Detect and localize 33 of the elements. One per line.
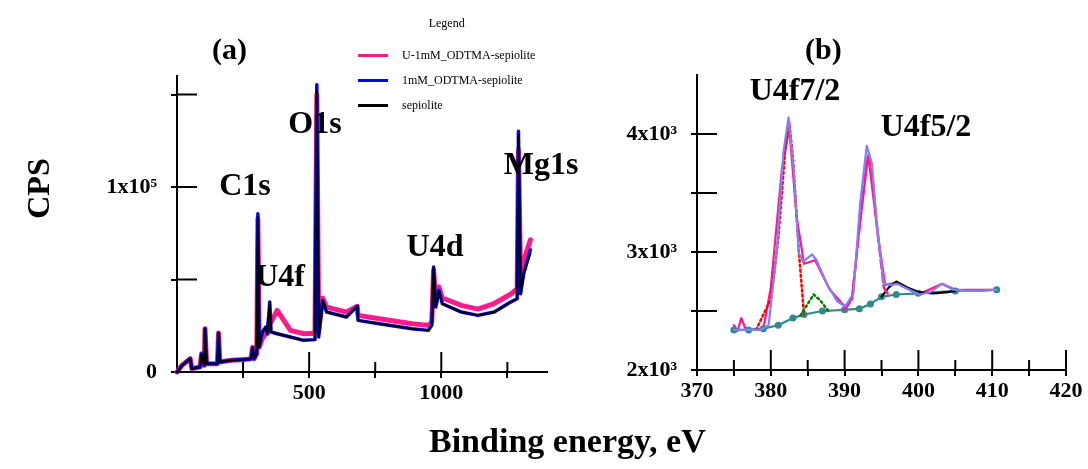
x-tick-label: 500 [292,378,326,404]
chart-title: (b) [805,32,842,66]
chart-title: (a) [212,32,247,66]
x-tick-label: 420 [1049,376,1083,402]
x-tick-label: 390 [828,376,862,402]
point [818,307,826,315]
annotation: U4f7/2 [749,71,841,108]
annotation: C1s [219,166,271,203]
x-tick-label: 410 [975,376,1009,402]
x-tick-label: 400 [901,376,935,402]
y-tick-label: 2x10³ [626,355,678,381]
legend-label: 1mM_ODTMA-sepiolite [402,73,523,88]
y-tick-label: 1x10⁵ [106,172,158,198]
x-tick-label: 380 [754,376,788,402]
y-tick-label: 4x10³ [626,119,678,145]
point [866,300,874,308]
x-axis-title: Binding energy, eV [429,422,706,460]
annotation: U4d [406,227,464,264]
point [855,305,863,313]
point [774,321,782,329]
point [892,290,900,298]
x-tick-label: 1000 [419,378,464,404]
legend-title: Legend [427,16,466,31]
legend-label: sepiolite [402,98,443,113]
y-axis-title: CPS [19,157,57,221]
line-series [843,156,891,312]
y-tick-label: 0 [146,357,157,383]
y-tick-label: 3x10³ [626,237,678,263]
line-series [799,293,830,317]
x-tick-label: 370 [680,376,714,402]
point [789,314,797,322]
legend-label: U-1mM_ODTMA-sepiolite [402,48,536,63]
annotation: U4f5/2 [880,107,972,144]
